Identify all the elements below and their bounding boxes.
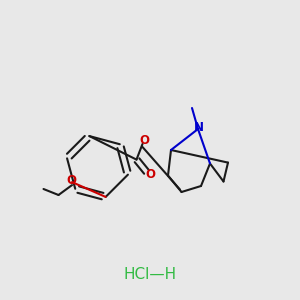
Text: HCl—H: HCl—H <box>123 267 177 282</box>
Text: O: O <box>146 167 156 181</box>
Text: O: O <box>66 173 76 187</box>
Text: N: N <box>194 121 204 134</box>
Text: O: O <box>139 134 149 148</box>
